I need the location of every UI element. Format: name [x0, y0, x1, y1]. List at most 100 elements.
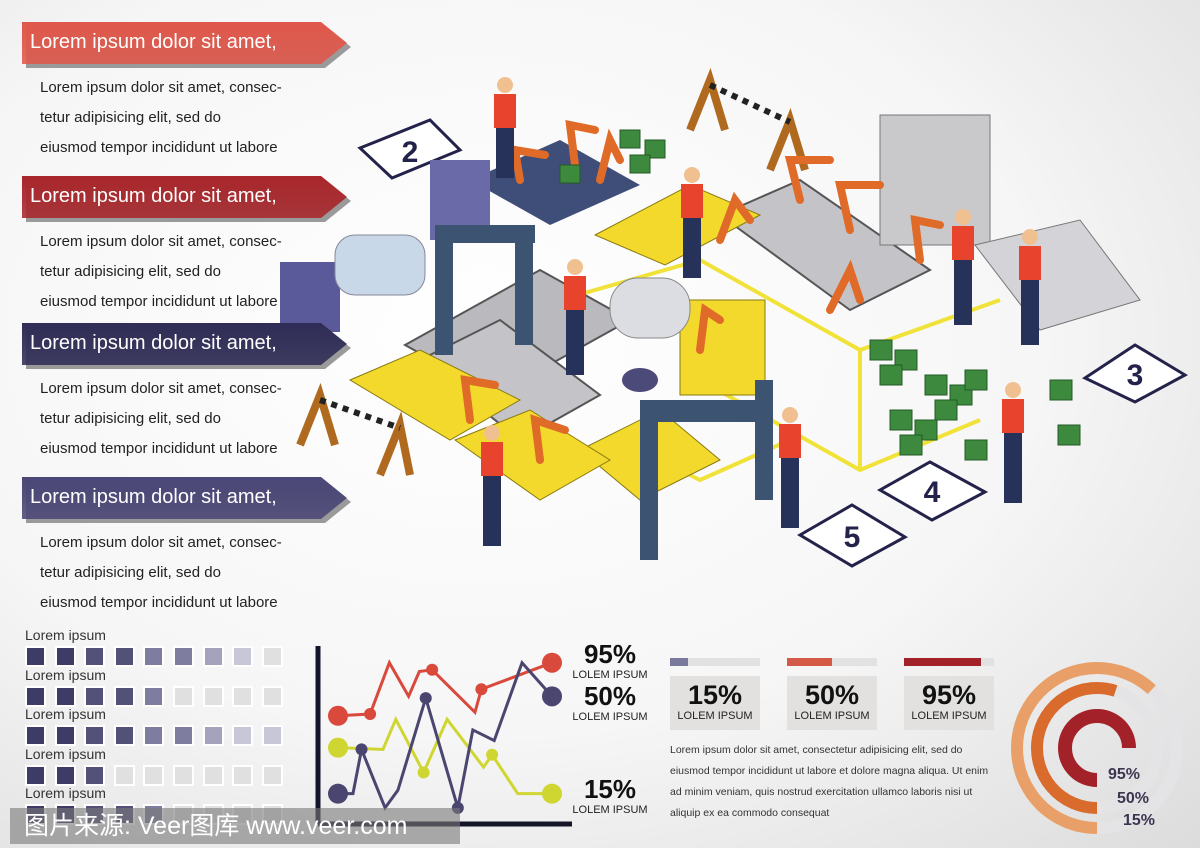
rating-square: [25, 646, 46, 667]
data-point: [355, 743, 368, 756]
ring-chart: [1011, 662, 1183, 834]
section-banner: Lorem ipsum dolor sit amet,: [22, 22, 347, 64]
rating-square: [54, 646, 76, 667]
rating-square: [143, 685, 165, 707]
rating-square: [143, 725, 165, 746]
gantry-frames: [435, 225, 773, 560]
section-banner: Lorem ipsum dolor sit amet,: [22, 323, 347, 365]
description-text: Lorem ipsum dolor sit amet, consectetur …: [670, 744, 989, 819]
rating-square: [202, 764, 224, 786]
rating-label: Lorem ipsum: [25, 666, 106, 683]
data-point: [328, 705, 348, 726]
stat-label: LOLEM IPSUM: [677, 710, 753, 722]
section-text: Lorem ipsum dolor sit amet, consec-tetur…: [40, 374, 330, 464]
data-point: [426, 663, 439, 676]
ring-label-1: 95%: [1108, 766, 1141, 783]
data-point: [364, 708, 377, 721]
progress-fill: [787, 658, 832, 666]
green-crates: [559, 129, 1081, 461]
rating-square: [202, 646, 224, 667]
rating-square: [261, 764, 283, 786]
stat-value: 15%: [687, 680, 743, 710]
station-5-marker: 5: [797, 503, 909, 568]
station-number: 2: [402, 136, 419, 169]
ring-label-2: 50%: [1117, 790, 1150, 807]
end-label-value-1: 95%: [583, 639, 637, 669]
section-line: eiusmod tempor incididunt ut labore: [40, 594, 278, 611]
progress-bar: [787, 658, 877, 666]
rating-square: [232, 646, 254, 667]
rating-square: [173, 725, 194, 746]
section-line: Lorem ipsum dolor sit amet, consec-: [40, 534, 282, 551]
end-label-text-1: LOLEM IPSUM: [572, 669, 648, 681]
stat-card: 50% LOLEM IPSUM: [787, 676, 877, 730]
rating-square: [25, 685, 46, 707]
rating-label: Lorem ipsum: [25, 627, 106, 643]
end-label-text-3: LOLEM IPSUM: [572, 804, 648, 816]
ring-inner: [1058, 709, 1136, 787]
station-number: 4: [924, 476, 941, 509]
rating-square: [173, 646, 194, 667]
rating-square: [232, 725, 254, 746]
section-text: Lorem ipsum dolor sit amet, consec-tetur…: [40, 227, 330, 317]
barriers: [296, 67, 809, 477]
rating-square: [143, 646, 165, 667]
station-number: 5: [844, 521, 861, 554]
rating-label: Lorem ipsum: [25, 785, 106, 801]
section-text: Lorem ipsum dolor sit amet, consec-tetur…: [40, 528, 330, 618]
workers: [481, 77, 1041, 546]
end-label-value-2: 50%: [583, 681, 637, 711]
rating-square: [54, 725, 76, 746]
progress-bar: [904, 658, 994, 666]
rating-square: [113, 764, 135, 786]
section-line: tetur adipisicing elit, sed do: [40, 564, 221, 581]
ring-label-3: 15%: [1123, 812, 1156, 829]
stat-label: LOLEM IPSUM: [911, 710, 987, 722]
ring-outer: [1011, 662, 1156, 834]
data-point: [417, 766, 430, 779]
robot-arms: [460, 119, 944, 464]
data-point: [542, 652, 562, 673]
section-line: Lorem ipsum dolor sit amet, consec-: [40, 79, 282, 96]
rating-label: Lorem ipsum: [25, 706, 106, 722]
series-line-2: [337, 715, 552, 796]
data-point: [328, 737, 348, 758]
rating-square: [84, 725, 106, 746]
rating-square: [202, 725, 224, 746]
rating-square: [232, 685, 254, 707]
station-3-marker: 3: [1081, 343, 1189, 404]
rating-square: [84, 764, 106, 786]
stat-card: 95% LOLEM IPSUM: [904, 676, 994, 730]
rating-square: [261, 725, 283, 746]
data-point: [328, 783, 348, 804]
progress-fill: [904, 658, 981, 666]
rating-square: [113, 685, 135, 707]
data-point: [542, 783, 562, 804]
rating-square: [173, 685, 194, 707]
section-banner: Lorem ipsum dolor sit amet,: [22, 176, 347, 218]
end-label-text-2: LOLEM IPSUM: [572, 711, 648, 723]
watermark: 图片来源: Veer图库 www.veer.com: [10, 808, 460, 844]
data-point: [475, 683, 488, 696]
progress-bar: [670, 658, 760, 666]
stat-value: 50%: [804, 680, 860, 710]
section-banner: Lorem ipsum dolor sit amet,: [22, 477, 347, 519]
section-line: eiusmod tempor incididunt ut labore: [40, 293, 278, 310]
section-line: Lorem ipsum dolor sit amet, consec-: [40, 233, 282, 250]
rating-square: [84, 685, 106, 707]
station-2-marker: 2: [357, 118, 463, 180]
rating-square: [202, 685, 224, 707]
section-line: Lorem ipsum dolor sit amet, consec-: [40, 380, 282, 397]
end-label-value-3: 15%: [583, 774, 637, 804]
section-text: Lorem ipsum dolor sit amet, consec-tetur…: [40, 73, 330, 163]
rating-square: [232, 764, 254, 786]
section-line: eiusmod tempor incididunt ut labore: [40, 440, 278, 457]
stat-label: LOLEM IPSUM: [794, 710, 870, 722]
rating-square: [54, 685, 76, 707]
rating-square: [261, 685, 283, 707]
station-number: 3: [1127, 359, 1144, 392]
rating-square: [113, 725, 135, 746]
stat-card: 15% LOLEM IPSUM: [670, 676, 760, 730]
data-point: [419, 692, 432, 705]
